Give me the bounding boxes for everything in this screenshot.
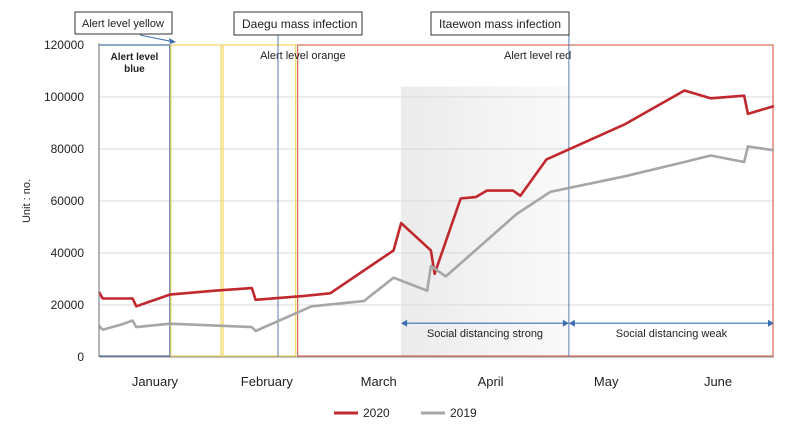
annotation-label: Social distancing weak bbox=[616, 328, 728, 340]
alert-level-yellow-label-box bbox=[74, 11, 173, 35]
event-label: Daegu mass infection bbox=[242, 17, 357, 31]
alert-period-box bbox=[170, 44, 222, 357]
event-label-box bbox=[233, 11, 363, 36]
alert-period-box bbox=[297, 44, 774, 357]
alert-level-yellow-label: Alert level yellow bbox=[82, 18, 164, 30]
x-tick-label: February bbox=[241, 374, 294, 389]
alert-period-box bbox=[222, 44, 297, 357]
alert-level-blue-label: Alert level blue bbox=[111, 52, 159, 75]
x-tick-label: January bbox=[132, 374, 179, 389]
annotation-arrowhead-right bbox=[768, 319, 774, 327]
alert-level-blue-label-line: blue bbox=[124, 64, 145, 75]
x-tick-label: May bbox=[594, 374, 619, 389]
event-label-box bbox=[430, 11, 570, 36]
alert-yellow-pointer-line bbox=[139, 34, 175, 43]
y-tick-label: 60000 bbox=[51, 194, 85, 208]
annotation-arrowhead-left bbox=[401, 319, 408, 327]
legend-label: 2019 bbox=[450, 406, 477, 420]
annotation-arrowhead-left bbox=[568, 319, 575, 327]
y-tick-label: 40000 bbox=[51, 246, 85, 260]
y-tick-label: 20000 bbox=[51, 298, 85, 312]
legend-label: 2020 bbox=[363, 406, 390, 420]
alert-level-blue-label-line: Alert level bbox=[111, 52, 159, 63]
y-tick-label: 80000 bbox=[51, 142, 85, 156]
y-tick-label: 100000 bbox=[44, 90, 84, 104]
alert-level-orange-label: Alert level orange bbox=[260, 50, 346, 62]
alert-yellow-pointer-arrowhead bbox=[169, 38, 176, 44]
social-distancing-shaded-region bbox=[401, 86, 569, 357]
alert-level-red-label: Alert level red bbox=[504, 50, 571, 62]
series-line-2019 bbox=[98, 145, 775, 333]
event-label: Itaewon mass infection bbox=[439, 17, 561, 31]
annotation-arrowhead-right bbox=[562, 319, 569, 327]
annotation-label: Social distancing strong bbox=[427, 328, 543, 340]
x-tick-label: June bbox=[704, 374, 732, 389]
y-tick-label: 0 bbox=[77, 350, 84, 364]
series-line-2020 bbox=[97, 89, 775, 308]
x-tick-label: April bbox=[478, 374, 504, 389]
y-tick-label: 120000 bbox=[44, 38, 84, 52]
y-axis-label: Unit : no. bbox=[21, 179, 33, 223]
x-tick-label: March bbox=[361, 374, 397, 389]
